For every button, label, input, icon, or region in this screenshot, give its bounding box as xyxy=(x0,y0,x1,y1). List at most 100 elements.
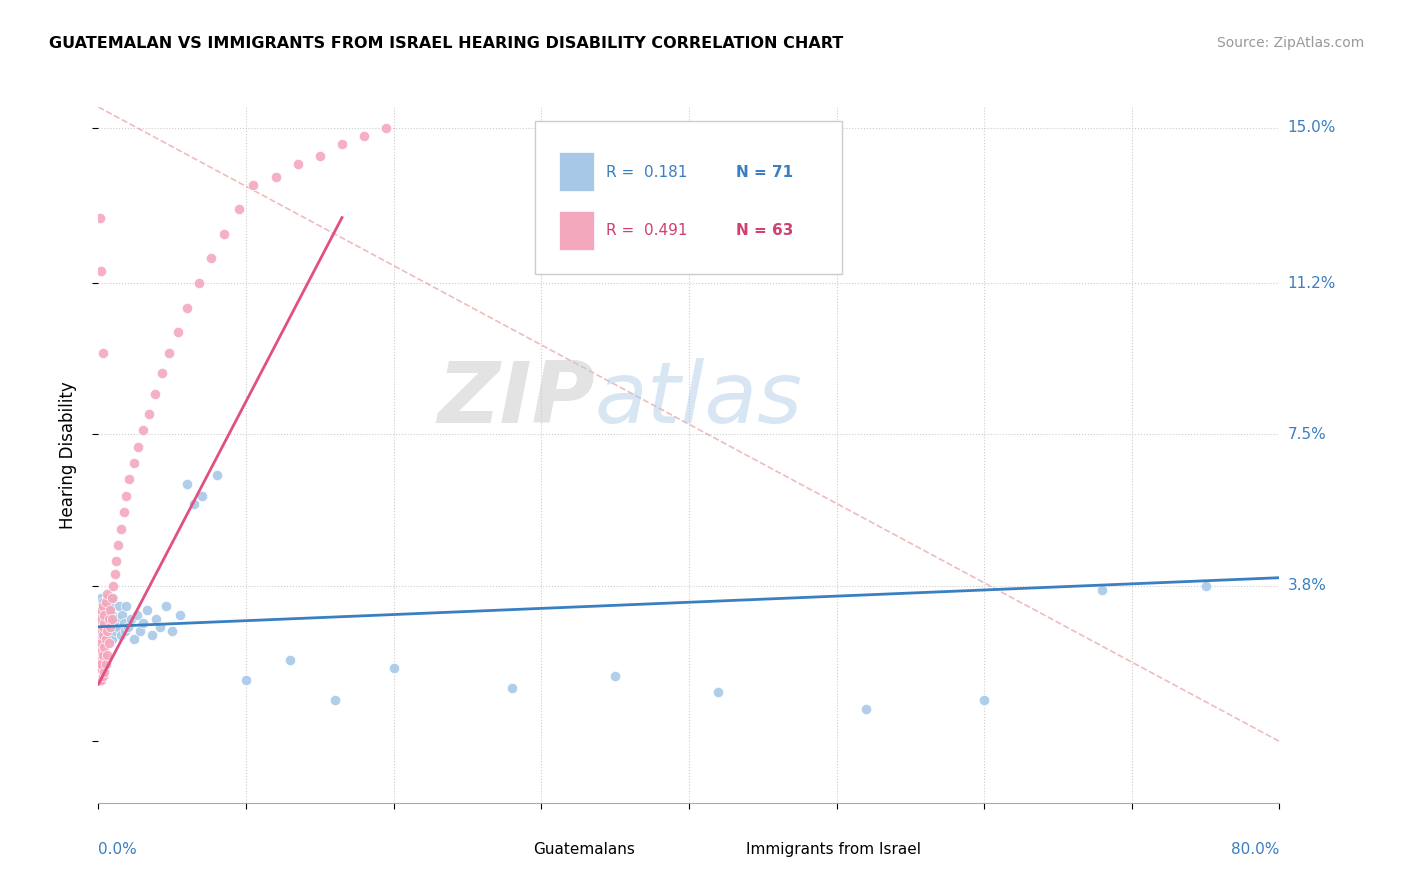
Point xyxy=(89,620,111,634)
Point xyxy=(96,648,118,663)
Point xyxy=(96,587,118,601)
Point xyxy=(973,693,995,707)
Y-axis label: Hearing Disability: Hearing Disability xyxy=(59,381,77,529)
Point xyxy=(176,301,198,315)
Text: Guatemalans: Guatemalans xyxy=(533,842,636,857)
Point xyxy=(375,120,398,135)
Point xyxy=(235,673,257,687)
Point xyxy=(89,612,111,626)
Point xyxy=(93,628,115,642)
Point xyxy=(94,657,117,671)
Point xyxy=(90,652,112,666)
Point xyxy=(115,599,138,614)
Point xyxy=(117,620,139,634)
Point xyxy=(138,407,160,421)
Point xyxy=(91,620,114,634)
Point xyxy=(183,497,205,511)
Point xyxy=(107,620,129,634)
Point xyxy=(93,615,115,630)
Point xyxy=(97,603,120,617)
Point xyxy=(89,603,111,617)
Point xyxy=(91,628,114,642)
Point xyxy=(169,607,191,622)
Point xyxy=(98,620,121,634)
Point xyxy=(90,591,112,606)
Point xyxy=(93,607,115,622)
Point xyxy=(187,276,209,290)
Point xyxy=(100,632,122,646)
Point xyxy=(103,591,125,606)
Point xyxy=(501,681,523,696)
Point xyxy=(107,538,129,552)
Text: R =  0.181: R = 0.181 xyxy=(606,165,688,180)
Point xyxy=(93,615,115,630)
Point xyxy=(132,615,155,630)
Point xyxy=(96,624,118,638)
Point xyxy=(96,607,118,622)
Point xyxy=(112,505,135,519)
Point xyxy=(94,624,117,638)
Point xyxy=(120,612,142,626)
Point xyxy=(97,612,120,626)
Point xyxy=(96,632,118,646)
Point xyxy=(90,603,112,617)
Point xyxy=(89,673,111,687)
Point xyxy=(94,620,117,634)
Point xyxy=(100,607,122,622)
Point xyxy=(110,522,132,536)
Point xyxy=(125,607,148,622)
Text: 11.2%: 11.2% xyxy=(1288,276,1336,291)
Point xyxy=(104,566,127,581)
Point xyxy=(330,136,353,151)
Point xyxy=(91,595,114,609)
Point xyxy=(93,665,115,679)
Point xyxy=(212,227,235,241)
Point xyxy=(90,264,112,278)
Point xyxy=(97,620,120,634)
Point xyxy=(143,386,166,401)
Point xyxy=(89,612,111,626)
Point xyxy=(112,615,135,630)
Point xyxy=(94,599,117,614)
Point xyxy=(353,128,375,143)
Point xyxy=(96,591,118,606)
Point xyxy=(105,612,128,626)
Point xyxy=(91,632,114,646)
Point xyxy=(97,636,120,650)
Point xyxy=(89,632,111,646)
Point xyxy=(150,366,173,380)
Point xyxy=(110,628,132,642)
Point xyxy=(155,599,177,614)
Point xyxy=(103,579,125,593)
Point xyxy=(98,615,121,630)
Bar xyxy=(501,839,526,858)
Point xyxy=(98,603,121,617)
Point xyxy=(114,624,136,638)
Text: atlas: atlas xyxy=(595,358,803,441)
Point xyxy=(122,456,145,470)
Point xyxy=(91,669,114,683)
Point xyxy=(89,632,111,646)
Point xyxy=(145,612,167,626)
Point xyxy=(89,661,111,675)
Text: N = 71: N = 71 xyxy=(737,165,793,180)
Text: 3.8%: 3.8% xyxy=(1288,578,1327,593)
Point xyxy=(242,178,264,192)
Point xyxy=(167,325,190,339)
Point xyxy=(128,624,150,638)
Text: 7.5%: 7.5% xyxy=(1288,427,1326,442)
Text: Immigrants from Israel: Immigrants from Israel xyxy=(745,842,921,857)
Text: Source: ZipAtlas.com: Source: ZipAtlas.com xyxy=(1216,36,1364,50)
Point xyxy=(97,628,120,642)
Point xyxy=(111,607,134,622)
Point xyxy=(149,620,172,634)
Point xyxy=(1091,582,1114,597)
Text: ZIP: ZIP xyxy=(437,358,595,441)
Point xyxy=(176,476,198,491)
Point xyxy=(309,149,332,163)
Point xyxy=(127,440,149,454)
Point xyxy=(93,640,115,655)
Text: 80.0%: 80.0% xyxy=(1232,842,1279,856)
Point xyxy=(264,169,287,184)
Point xyxy=(94,632,117,646)
